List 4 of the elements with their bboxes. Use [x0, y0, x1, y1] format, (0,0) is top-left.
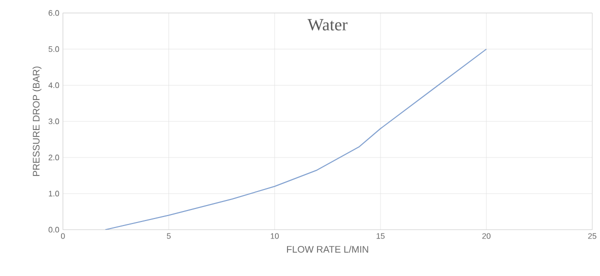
line-series — [104, 48, 487, 230]
y-axis-title: PRESSURE DROP (BAR) — [32, 66, 42, 176]
chart-title: Water — [308, 19, 348, 31]
x-axis-title: FLOW RATE L/MIN — [287, 246, 368, 253]
